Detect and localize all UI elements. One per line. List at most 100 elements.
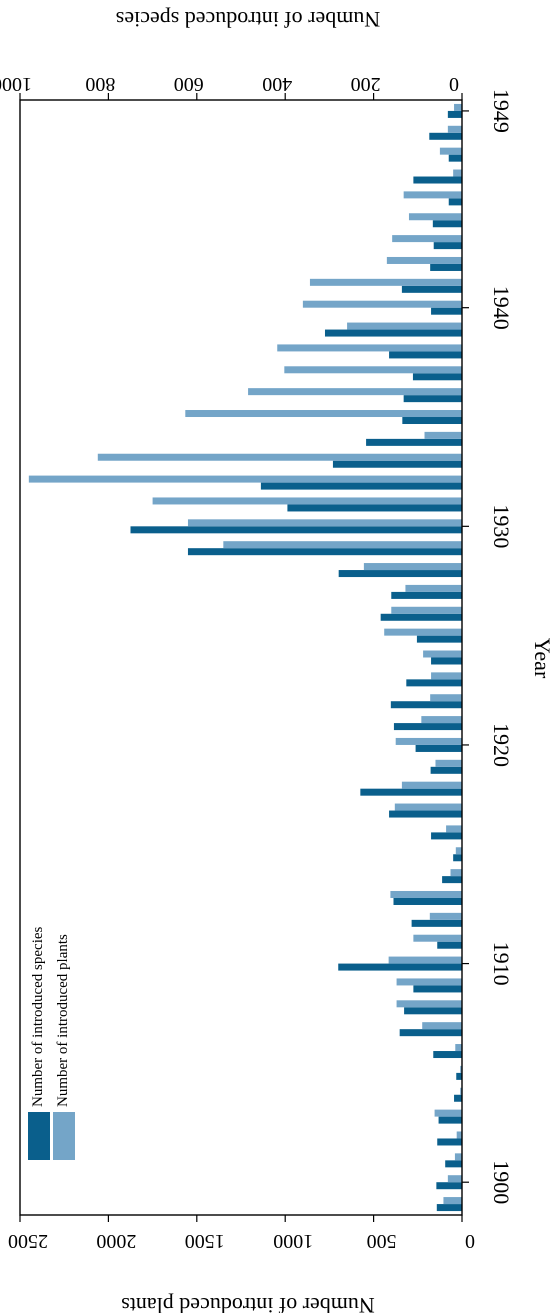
year-tick-label: 1930 bbox=[489, 504, 514, 548]
species-bar bbox=[338, 570, 462, 578]
plants-bar bbox=[363, 563, 462, 571]
species-tick-label: 400 bbox=[262, 73, 292, 95]
legend-swatch-species bbox=[28, 1112, 50, 1160]
species-bar bbox=[393, 723, 462, 731]
year-tick-label: 1900 bbox=[489, 1160, 514, 1204]
species-bar bbox=[390, 701, 462, 709]
plants-bar bbox=[401, 781, 462, 789]
species-bar bbox=[436, 1182, 462, 1190]
species-bar bbox=[366, 438, 462, 446]
species-bar bbox=[332, 460, 462, 468]
species-bar bbox=[453, 854, 462, 862]
plants-bar bbox=[396, 978, 462, 986]
plants-bar bbox=[446, 825, 462, 833]
plants-bar bbox=[391, 606, 462, 614]
species-bar bbox=[260, 482, 462, 490]
species-bar bbox=[413, 176, 462, 184]
species-bar bbox=[360, 788, 462, 796]
species-tick-label: 600 bbox=[174, 73, 204, 95]
species-bar bbox=[411, 919, 462, 927]
species-bar bbox=[401, 285, 462, 293]
plants-bar bbox=[97, 453, 463, 461]
plants-bar bbox=[447, 1175, 462, 1183]
species-bar bbox=[442, 876, 462, 884]
plants-tick-label: 1000 bbox=[273, 1230, 313, 1252]
year-tick-label: 1910 bbox=[489, 942, 514, 986]
species-bar bbox=[416, 635, 462, 643]
plants-bar bbox=[185, 410, 463, 418]
plants-bar bbox=[223, 541, 462, 549]
plants-bar bbox=[447, 125, 462, 133]
plants-bar bbox=[302, 300, 462, 308]
legend-swatch-plants bbox=[53, 1112, 75, 1160]
plants-bar bbox=[277, 344, 462, 352]
species-bar bbox=[130, 526, 462, 534]
species-bar bbox=[406, 679, 462, 687]
plants-bar bbox=[395, 737, 462, 745]
plants-bar bbox=[439, 147, 462, 155]
plants-tick-label: 0 bbox=[465, 1230, 475, 1252]
species-tick-label: 0 bbox=[449, 73, 459, 95]
plants-bar bbox=[456, 1131, 462, 1139]
species-bar bbox=[430, 263, 462, 271]
species-tick-label: 1000 bbox=[0, 73, 32, 95]
species-bar bbox=[437, 941, 462, 949]
species-bar bbox=[399, 1029, 462, 1037]
plants-bar bbox=[152, 497, 462, 505]
species-bar bbox=[389, 351, 462, 359]
plants-bar bbox=[388, 956, 462, 964]
plants-bar bbox=[443, 1197, 462, 1205]
year-tick-label: 1920 bbox=[489, 723, 514, 767]
plants-bar bbox=[28, 475, 463, 483]
plants-bar bbox=[423, 650, 462, 658]
plants-bar bbox=[460, 1087, 462, 1095]
plants-bar bbox=[454, 1153, 462, 1161]
species-bar bbox=[324, 329, 462, 337]
species-bar bbox=[187, 548, 462, 556]
axes bbox=[19, 93, 469, 1222]
plants-tick-label: 1500 bbox=[185, 1230, 225, 1252]
plants-bar bbox=[435, 759, 462, 767]
plants-tick-label: 500 bbox=[367, 1230, 397, 1252]
plants-bar bbox=[424, 431, 462, 439]
species-tick-label: 800 bbox=[85, 73, 115, 95]
plants-bar bbox=[434, 1109, 462, 1117]
tick-labels: 1900191019201930194019490500100015002000… bbox=[0, 73, 514, 1252]
plants-bar bbox=[403, 191, 462, 199]
plants-bar bbox=[450, 869, 462, 877]
species-bar bbox=[413, 985, 462, 993]
species-axis-label: Number of introduced species bbox=[116, 7, 381, 32]
species-bar bbox=[448, 198, 462, 206]
plants-bar bbox=[454, 103, 462, 111]
plants-bar bbox=[405, 584, 462, 592]
plants-bar bbox=[347, 322, 462, 330]
plants-tick-label: 2000 bbox=[96, 1230, 136, 1252]
plants-bar bbox=[455, 847, 462, 855]
species-bar bbox=[438, 1116, 462, 1124]
legend-label-species: Number of introduced species bbox=[30, 926, 46, 1107]
plants-bar bbox=[413, 934, 462, 942]
species-bar bbox=[430, 766, 462, 774]
plants-axis-label: Number of introduced plants bbox=[121, 1293, 375, 1313]
bar-marks bbox=[28, 103, 463, 1212]
species-bar bbox=[389, 810, 462, 818]
plants-bar bbox=[384, 628, 462, 636]
species-bar bbox=[433, 1051, 462, 1059]
species-tick-label: 200 bbox=[351, 73, 381, 95]
year-axis-label: Year bbox=[530, 638, 550, 679]
species-bar bbox=[415, 744, 462, 752]
plants-bar bbox=[386, 256, 462, 264]
species-bar bbox=[287, 504, 462, 512]
species-bar bbox=[393, 897, 462, 905]
species-bar bbox=[412, 373, 462, 381]
plants-bar bbox=[431, 672, 462, 680]
plants-bar bbox=[390, 890, 462, 898]
plants-bar bbox=[309, 278, 462, 286]
plants-tick-label: 2500 bbox=[8, 1230, 48, 1252]
species-bar bbox=[429, 132, 462, 140]
species-bar bbox=[437, 1138, 462, 1146]
plants-bar bbox=[460, 1065, 462, 1073]
species-bar bbox=[402, 417, 462, 425]
plot-frame bbox=[19, 99, 463, 1216]
plants-bar bbox=[396, 1000, 462, 1008]
